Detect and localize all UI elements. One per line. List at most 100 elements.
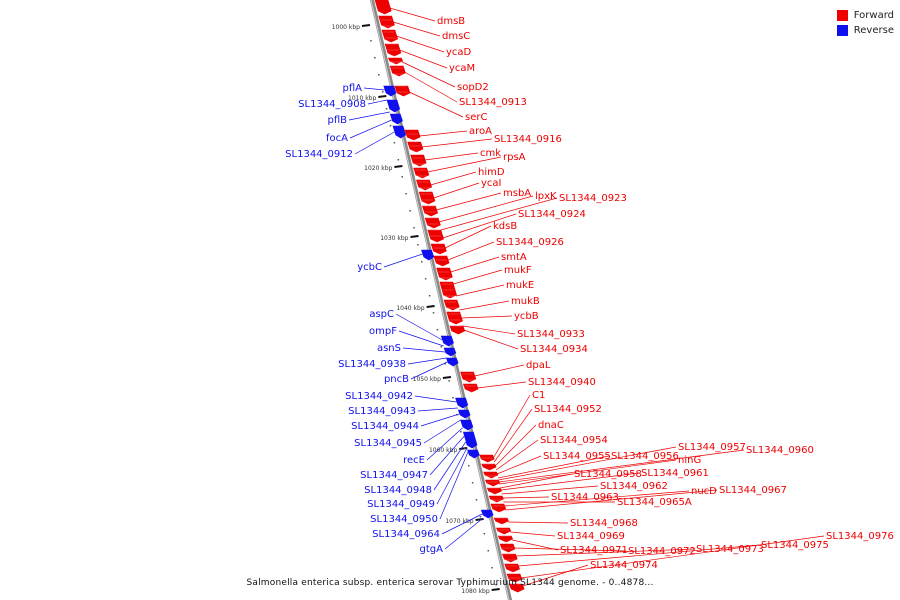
gene-label: SL1344_0973 (696, 544, 764, 555)
gene-label: SL1344_0969 (557, 531, 625, 542)
leader-line (436, 192, 502, 211)
reverse-gene-block (480, 509, 494, 519)
leader-line (441, 513, 483, 535)
leader-line (515, 548, 695, 557)
scale-tick-label: 1070 kbp (445, 518, 473, 525)
minor-tick (460, 431, 462, 433)
minor-tick (436, 329, 439, 331)
gene-label: SL1344_0952 (534, 404, 602, 415)
scale-tick (459, 447, 468, 450)
gene-label: SL1344_0965A (617, 497, 692, 508)
leader-line (477, 381, 527, 389)
forward-gene-block (389, 65, 406, 77)
gene-label: SL1344_0938 (338, 359, 406, 370)
gene-label: SL1344_0958 (574, 469, 642, 480)
gene-label: dmsB (437, 16, 465, 27)
reverse-gene-block (462, 431, 478, 449)
leader-line (436, 447, 468, 505)
gene-label: aroA (469, 126, 492, 137)
leader-line (407, 357, 447, 365)
forward-gene-block (407, 141, 424, 153)
leader-line (447, 241, 495, 261)
forward-gene-block (501, 553, 518, 563)
forward-gene-block (483, 471, 499, 479)
forward-gene-block (430, 243, 447, 255)
legend-label-forward: Forward (853, 10, 894, 21)
leader-line (496, 455, 542, 475)
gene-label: SL1344_0975 (761, 540, 829, 551)
minor-tick (452, 397, 454, 399)
scale-tick-label: 1080 kbp (461, 588, 489, 595)
scale-tick (410, 235, 419, 238)
gene-label: C1 (532, 390, 545, 401)
leader-line (349, 119, 392, 139)
leader-line (423, 419, 461, 444)
gene-label: smtA (501, 252, 527, 263)
leader-line (354, 131, 395, 155)
gene-label: SL1344_0976 (826, 531, 894, 542)
reverse-gene-block (440, 335, 454, 347)
gene-label: ycaD (446, 47, 472, 58)
leader-line (442, 213, 517, 239)
leader-line (508, 521, 569, 524)
scale-tick (394, 165, 403, 168)
gene-label: SL1344_0960 (746, 445, 814, 456)
gene-label: SL1344_0971 (560, 545, 628, 556)
scale-tick-label: 1030 kbp (380, 235, 408, 242)
leader-line (399, 49, 448, 69)
forward-gene-block (418, 191, 436, 205)
forward-swatch (836, 10, 848, 21)
gene-label: ycbC (357, 262, 382, 273)
forward-gene-block (415, 179, 433, 191)
leader-line (505, 489, 718, 511)
minor-tick (381, 91, 384, 93)
minor-tick (405, 193, 407, 195)
forward-gene-block (421, 205, 439, 217)
leader-line (450, 256, 500, 273)
gene-label: dnaC (538, 420, 564, 431)
forward-gene-block (424, 217, 441, 229)
forward-gene-block (490, 503, 507, 513)
forward-gene-block (481, 463, 497, 471)
gene-label: SL1344_0967 (719, 485, 787, 496)
gene-label: gtgA (420, 544, 444, 555)
minor-tick (479, 516, 482, 518)
leader-line (383, 253, 423, 268)
gene-label: ycbB (514, 311, 539, 322)
forward-gene-block (374, 0, 392, 15)
gene-label: ninG (678, 455, 701, 466)
leader-line (395, 313, 443, 341)
gene-label: SL1344_0956 (611, 451, 679, 462)
leader-line (500, 473, 573, 489)
gene-label: SL1344_0947 (360, 470, 428, 481)
leader-line (426, 427, 463, 461)
scale-tick-label: 1010 kbp (348, 95, 376, 102)
leader-line (402, 347, 445, 353)
leader-line (363, 87, 385, 91)
leader-line (396, 35, 445, 53)
forward-gene-block (378, 15, 395, 29)
leader-line (430, 171, 477, 186)
gene-label: ompF (369, 326, 397, 337)
gene-label: SL1344_0943 (348, 406, 416, 417)
gene-label: SL1344_0961 (641, 468, 709, 479)
gene-label: SL1344_0968 (570, 518, 638, 529)
minor-tick (417, 244, 419, 246)
leader-line (498, 449, 745, 483)
gene-label: SL1344_0916 (494, 134, 562, 145)
reverse-gene-block (455, 397, 469, 409)
gene-label: mukB (511, 296, 540, 307)
forward-gene-block (387, 57, 404, 65)
minor-tick (378, 74, 380, 76)
gene-label: SL1344_0948 (364, 485, 432, 496)
minor-tick (475, 499, 478, 501)
minor-tick (421, 261, 423, 263)
gene-label: recE (403, 455, 425, 466)
gene-label: lpxK (535, 191, 557, 202)
gene-label: SL1344_0962 (600, 481, 668, 492)
leader-line (474, 364, 525, 377)
gene-label: dpaL (526, 360, 551, 371)
leader-line (463, 329, 519, 350)
minor-tick (487, 550, 489, 552)
forward-gene-block (460, 371, 477, 383)
